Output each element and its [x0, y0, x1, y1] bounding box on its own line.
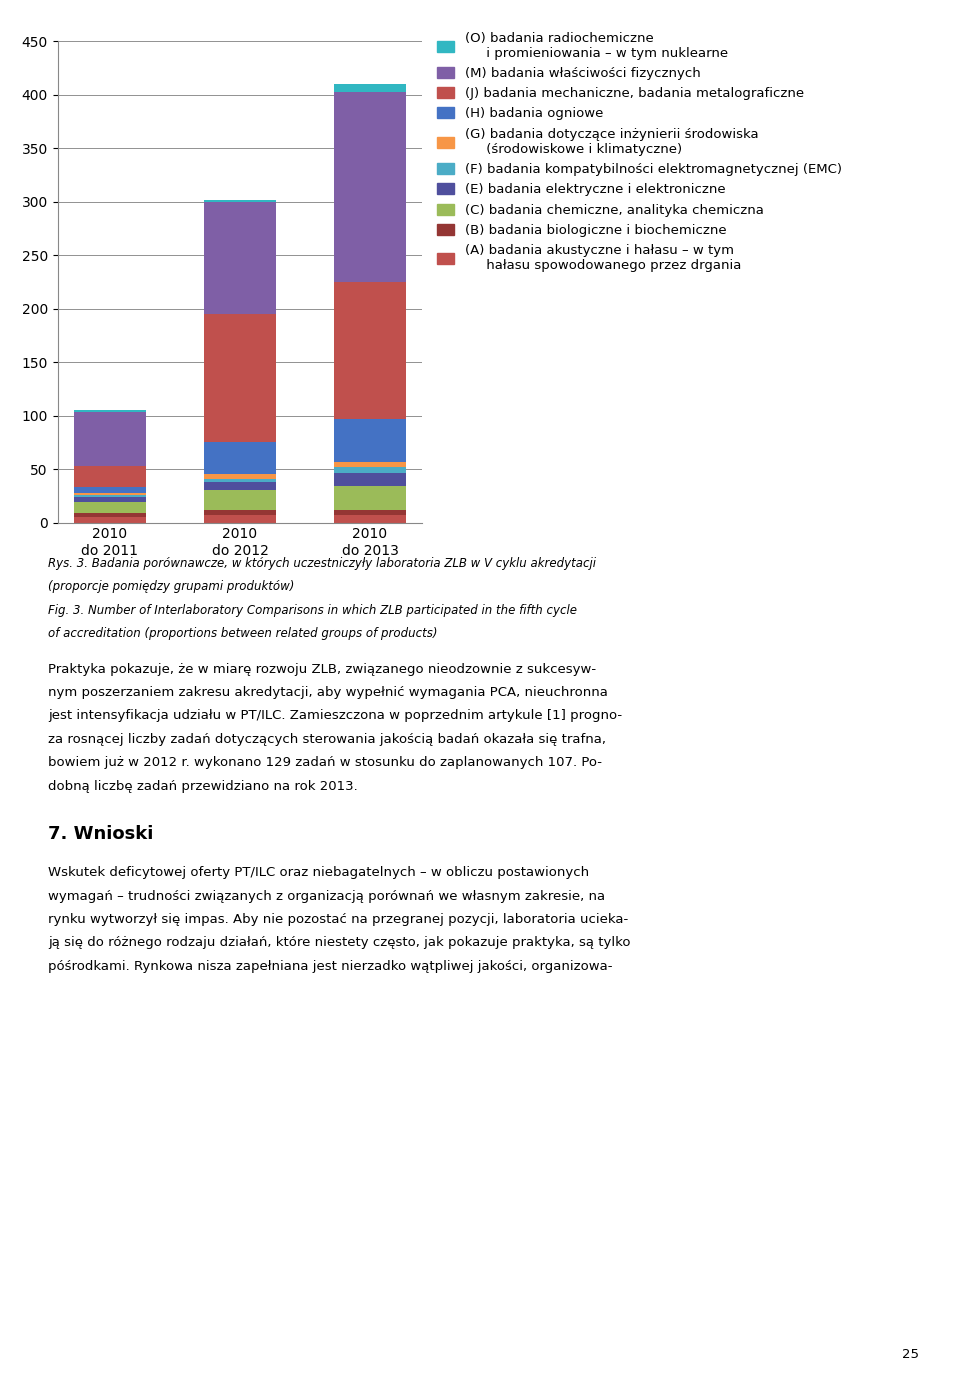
- Bar: [204, 481, 276, 491]
- Bar: [334, 473, 406, 487]
- Bar: [74, 495, 146, 496]
- Bar: [74, 466, 146, 487]
- Bar: [74, 492, 146, 495]
- Bar: [74, 502, 146, 513]
- Bar: [204, 491, 276, 510]
- Bar: [334, 84, 406, 92]
- Bar: [204, 443, 276, 474]
- Text: 7. Wnioski: 7. Wnioski: [48, 825, 154, 843]
- Bar: [334, 516, 406, 522]
- Text: bowiem już w 2012 r. wykonano 129 zadań w stosunku do zaplanowanych 107. Po-: bowiem już w 2012 r. wykonano 129 zadań …: [48, 756, 602, 769]
- Bar: [204, 202, 276, 314]
- Legend: (O) badania radiochemiczne
     i promieniowania – w tym nuklearne, (M) badania : (O) badania radiochemiczne i promieniowa…: [437, 32, 842, 272]
- Text: za rosnącej liczby zadań dotyczących sterowania jakością badań okazała się trafn: za rosnącej liczby zadań dotyczących ste…: [48, 733, 606, 745]
- Text: (proporcje pomiędzy grupami produktów): (proporcje pomiędzy grupami produktów): [48, 580, 295, 593]
- Text: Wskutek deficytowej oferty PT/ILC oraz niebagatelnych – w obliczu postawionych: Wskutek deficytowej oferty PT/ILC oraz n…: [48, 866, 589, 879]
- Text: 25: 25: [902, 1348, 920, 1360]
- Bar: [204, 510, 276, 516]
- Bar: [334, 487, 406, 510]
- Bar: [334, 282, 406, 419]
- Text: of accreditation (proportions between related groups of products): of accreditation (proportions between re…: [48, 627, 438, 639]
- Text: Fig. 3. Number of Interlaboratory Comparisons in which ZLB participated in the f: Fig. 3. Number of Interlaboratory Compar…: [48, 604, 577, 616]
- Bar: [74, 517, 146, 522]
- Text: jest intensyfikacja udziału w PT/ILC. Zamieszczona w poprzednim artykule [1] pro: jest intensyfikacja udziału w PT/ILC. Za…: [48, 710, 622, 722]
- Text: dobną liczbę zadań przewidziano na rok 2013.: dobną liczbę zadań przewidziano na rok 2…: [48, 780, 358, 792]
- Text: wymagań – trudności związanych z organizacją porównań we własnym zakresie, na: wymagań – trudności związanych z organiz…: [48, 890, 605, 902]
- Bar: [334, 510, 406, 516]
- Bar: [204, 474, 276, 478]
- Text: ją się do różnego rodzaju działań, które niestety często, jak pokazuje praktyka,: ją się do różnego rodzaju działań, które…: [48, 936, 631, 949]
- Text: rynku wytworzył się impas. Aby nie pozostać na przegranej pozycji, laboratoria u: rynku wytworzył się impas. Aby nie pozos…: [48, 913, 628, 925]
- Bar: [204, 314, 276, 443]
- Bar: [204, 478, 276, 481]
- Bar: [334, 419, 406, 462]
- Text: póśrodkami. Rynkowa nisza zapełniana jest nierzadko wątpliwej jakości, organizow: póśrodkami. Rynkowa nisza zapełniana jes…: [48, 960, 612, 972]
- Bar: [334, 92, 406, 282]
- Bar: [74, 410, 146, 412]
- Bar: [334, 468, 406, 473]
- Bar: [334, 462, 406, 468]
- Bar: [74, 412, 146, 466]
- Text: Rys. 3. Badania porównawcze, w których uczestniczyły laboratoria ZLB w V cyklu a: Rys. 3. Badania porównawcze, w których u…: [48, 557, 596, 569]
- Bar: [204, 199, 276, 202]
- Bar: [74, 487, 146, 492]
- Text: nym poszerzaniem zakresu akredytacji, aby wypełnić wymagania PCA, nieuchronna: nym poszerzaniem zakresu akredytacji, ab…: [48, 686, 608, 698]
- Bar: [204, 516, 276, 522]
- Bar: [74, 496, 146, 502]
- Text: Praktyka pokazuje, że w miarę rozwoju ZLB, związanego nieodzownie z sukcesyw-: Praktyka pokazuje, że w miarę rozwoju ZL…: [48, 663, 596, 675]
- Bar: [74, 513, 146, 517]
